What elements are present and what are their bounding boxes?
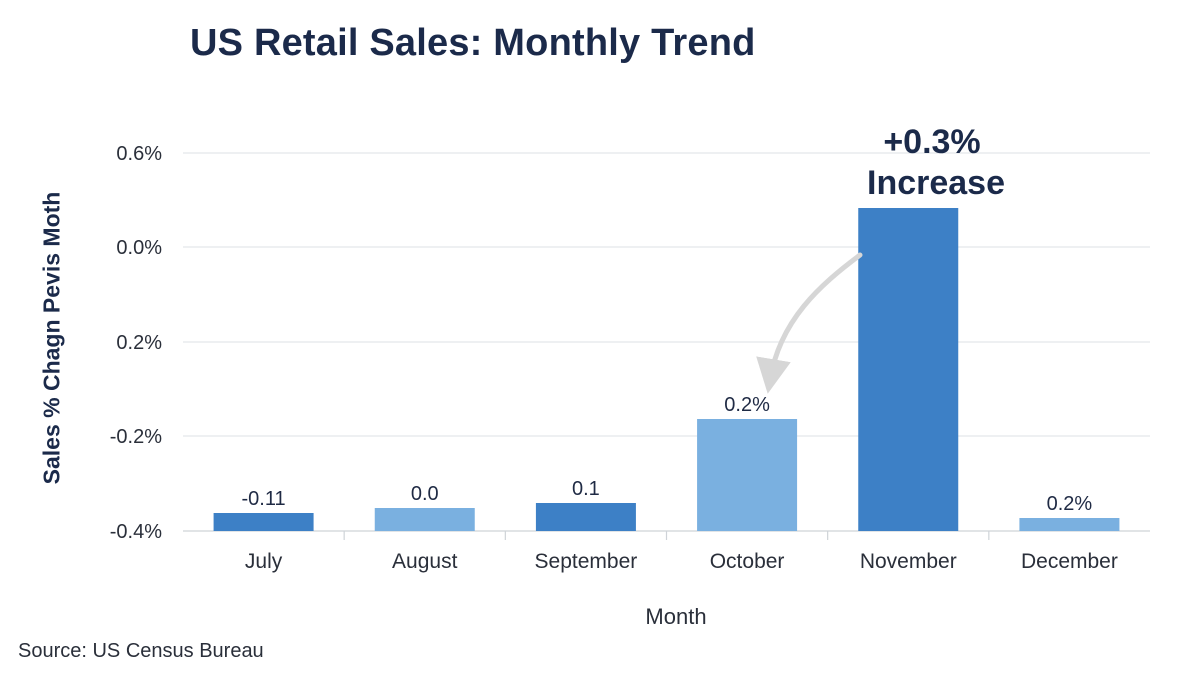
- y-tick-label: -0.4%: [110, 521, 162, 543]
- x-axis-label: Month: [645, 604, 707, 629]
- source-note: Source: US Census Bureau: [18, 640, 264, 662]
- bar-july: [213, 513, 314, 531]
- data-label: 0.2%: [724, 394, 770, 416]
- y-tick-label: 0.2%: [116, 332, 162, 354]
- chart-title: US Retail Sales: Monthly Trend: [190, 22, 756, 64]
- data-label: 0.2%: [1047, 493, 1093, 515]
- y-tick-label: 0.0%: [116, 237, 162, 259]
- bar-september: [535, 503, 636, 531]
- bar-december: [1019, 518, 1120, 531]
- bar-august: [374, 508, 475, 531]
- callout-text: Increase: [867, 164, 1005, 202]
- x-tick-label: November: [860, 550, 957, 573]
- y-tick-label: -0.2%: [110, 426, 162, 448]
- data-label: 0.1: [572, 478, 600, 500]
- bar-october: [697, 419, 798, 531]
- y-tick-label: 0.6%: [116, 143, 162, 165]
- bar-november: [858, 208, 959, 531]
- callout-value: +0.3%: [883, 123, 980, 161]
- x-tick-label: July: [245, 550, 283, 573]
- callout-arrow: [756, 252, 863, 394]
- x-tick-label: August: [392, 550, 458, 573]
- x-tick-label: December: [1021, 550, 1118, 573]
- data-label: 0.0: [411, 483, 439, 505]
- data-label: -0.11: [242, 488, 286, 510]
- x-tick-label: October: [710, 550, 785, 573]
- x-tick-label: September: [535, 550, 638, 573]
